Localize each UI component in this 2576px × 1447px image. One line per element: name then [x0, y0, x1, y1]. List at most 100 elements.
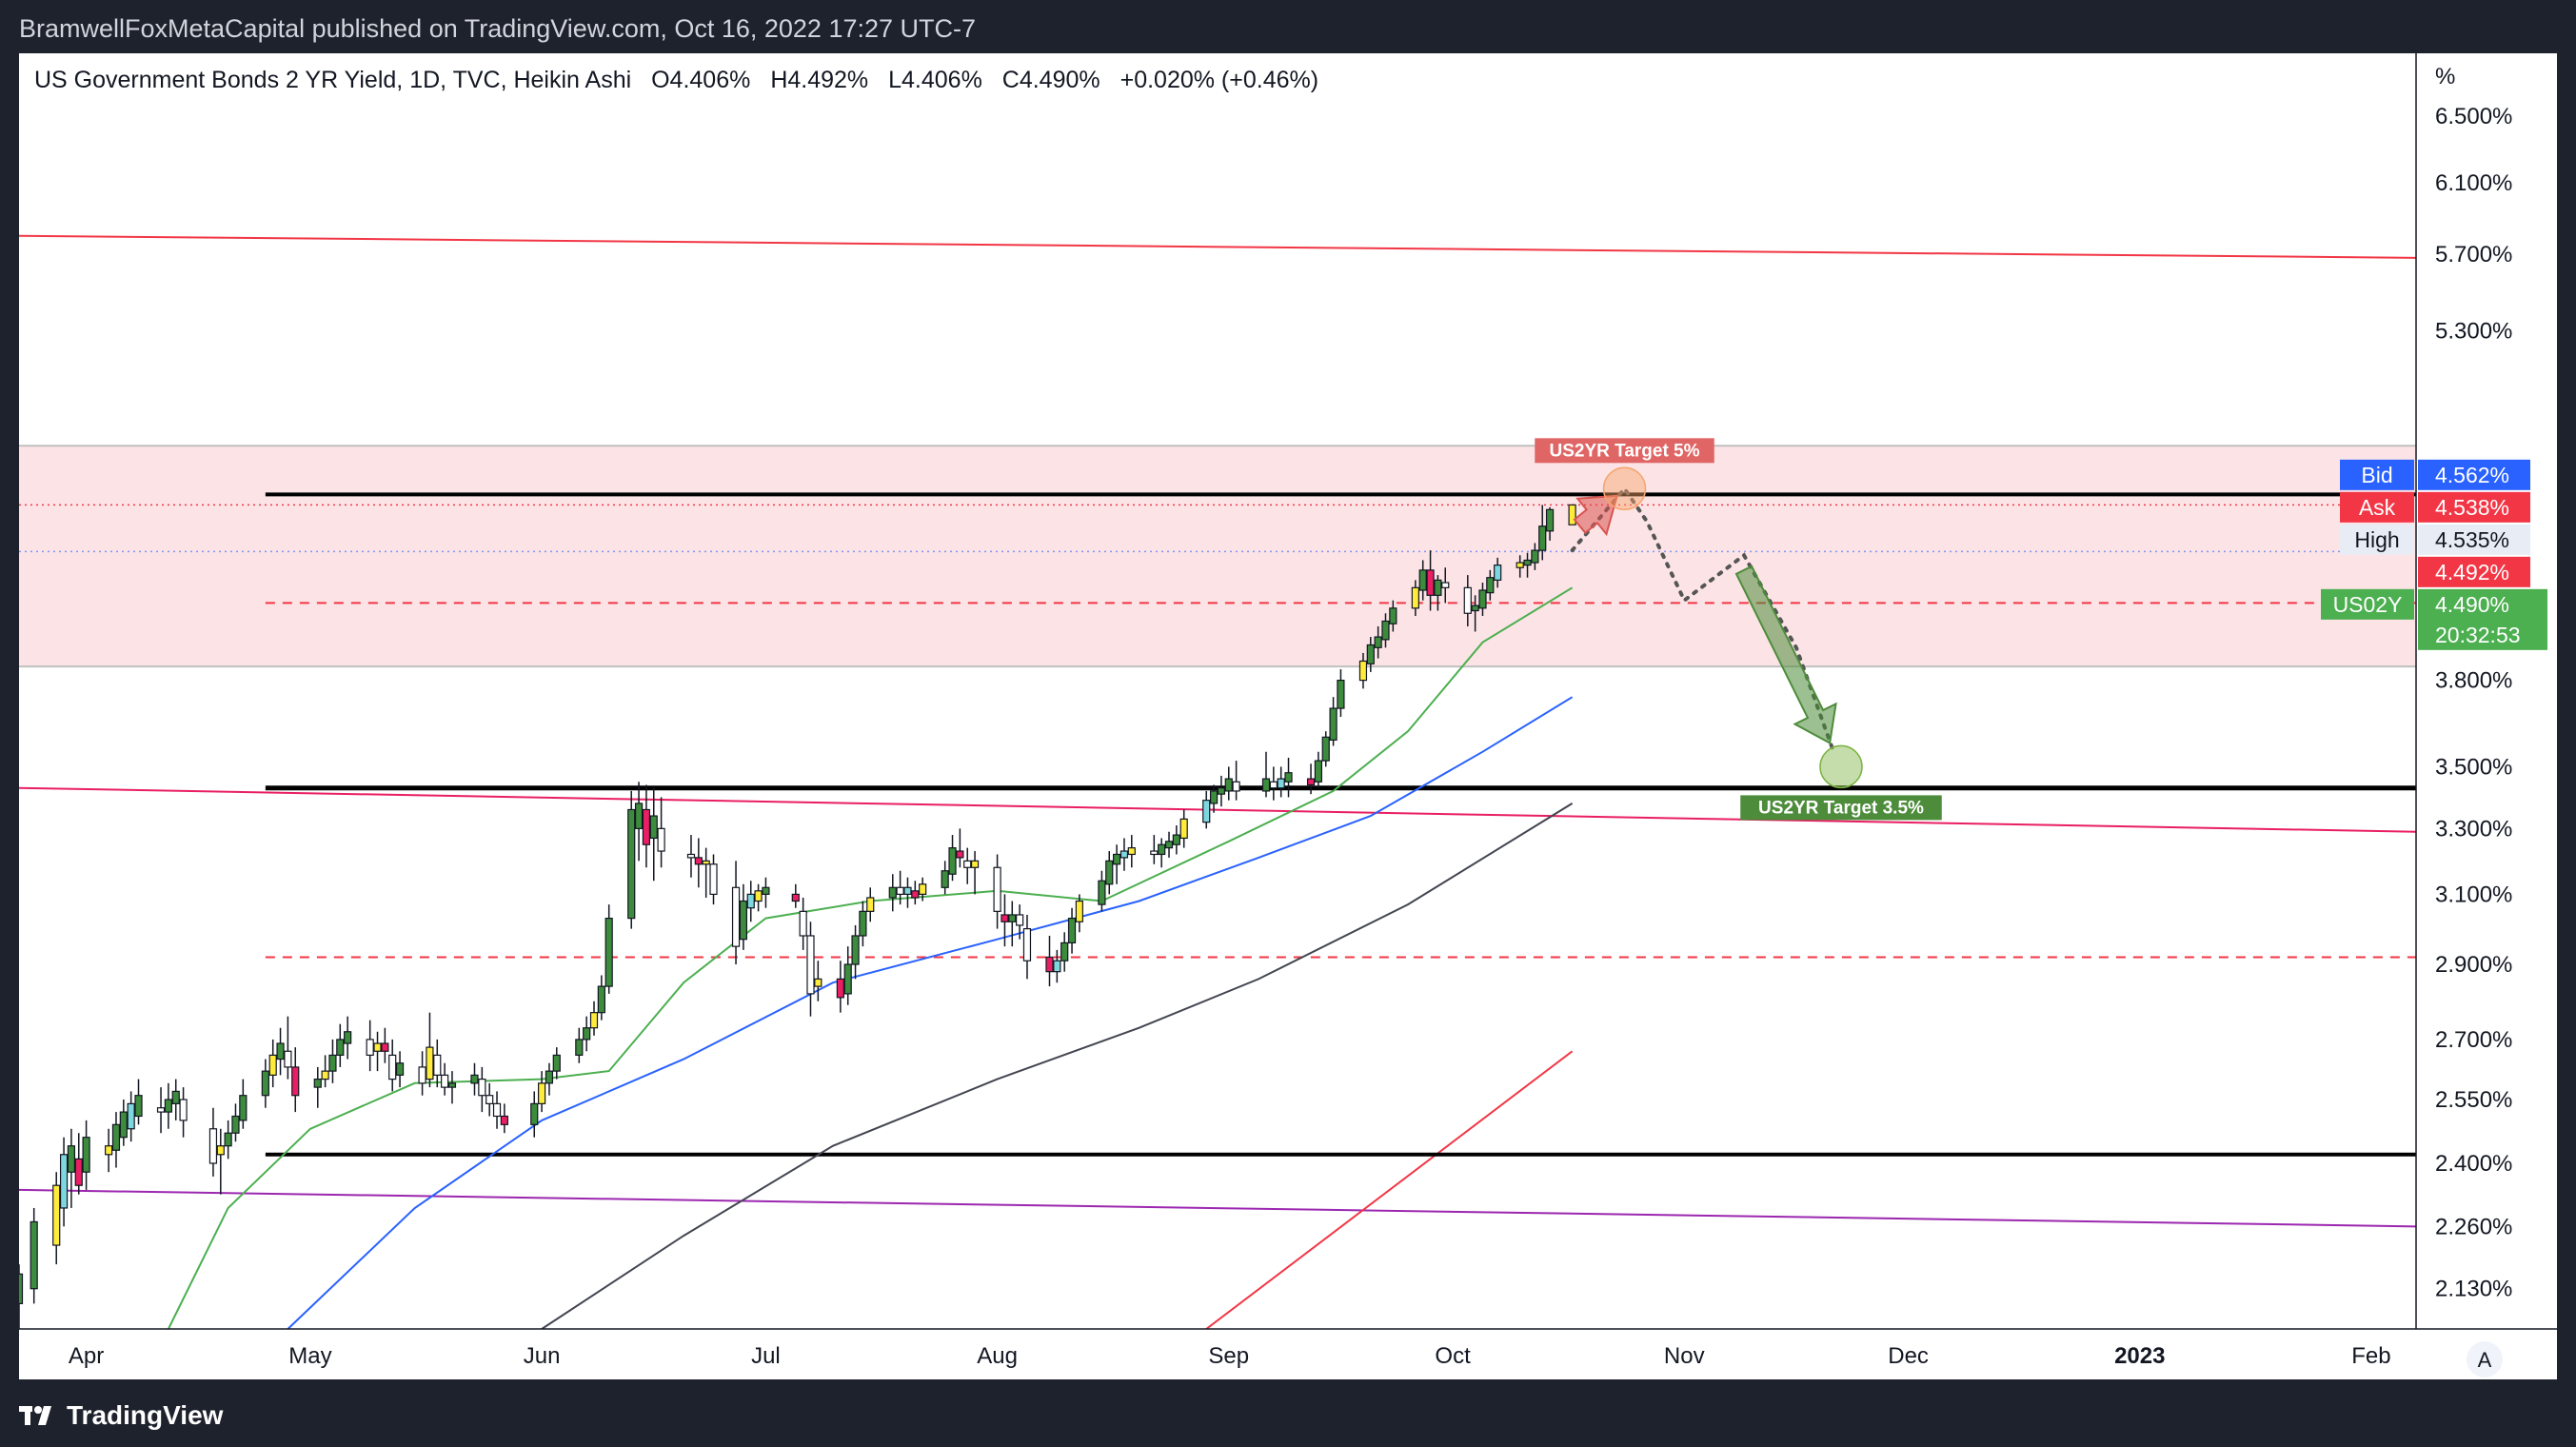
candle [447, 1071, 457, 1104]
candle-body [1113, 853, 1121, 865]
candle-body [919, 883, 927, 895]
candle [597, 975, 605, 1021]
candle-body [231, 1115, 240, 1134]
price-chart[interactable]: US2YR Target 5% US2YR Target 3.5%% 6.500% 6… [19, 53, 2557, 1379]
candle-body [941, 870, 949, 888]
candle-body [762, 886, 770, 895]
candle-body [216, 1145, 225, 1156]
publisher-bar: BramwellFoxMetaCapital published on Trad… [0, 0, 2576, 53]
candle [284, 1016, 292, 1080]
candle-body [1486, 577, 1495, 594]
candle [1329, 697, 1338, 746]
candle-body [1022, 927, 1032, 961]
bid-tag-value: 4.562% [2435, 463, 2509, 487]
candle-body [1545, 508, 1555, 532]
candle-body [1172, 834, 1180, 845]
price-tick-label: 3.500% [2435, 754, 2512, 780]
candle [1471, 595, 1479, 632]
candle-body [1217, 787, 1226, 795]
candle-body [686, 853, 696, 859]
candle-body [545, 1070, 554, 1084]
candle-body [836, 978, 844, 999]
candle-body [1261, 778, 1271, 792]
candle [134, 1079, 143, 1125]
candle [589, 1001, 599, 1036]
candle-body [963, 860, 972, 868]
candle [418, 1051, 426, 1096]
last-high-tag-value: 4.492% [2435, 560, 2509, 585]
candle-body [1494, 565, 1502, 581]
candle [956, 828, 964, 868]
candle-body [336, 1039, 345, 1057]
candle-body [1008, 914, 1017, 922]
candle-body [1418, 569, 1427, 591]
candle [1269, 766, 1278, 801]
candle-body [1358, 660, 1368, 682]
candle [388, 1039, 397, 1092]
candle [896, 870, 904, 905]
price-tick-label: 3.800% [2435, 668, 2512, 694]
candle [642, 784, 651, 868]
candle [426, 1012, 434, 1088]
candle-body [866, 897, 875, 912]
candle [19, 1264, 24, 1329]
candle-body [657, 827, 665, 852]
candle-body [261, 1070, 269, 1097]
candle [1284, 757, 1293, 798]
candle-body [1516, 562, 1524, 568]
candle [903, 877, 912, 908]
footer-bar: TradingView [0, 1379, 2576, 1447]
candle [344, 1016, 352, 1060]
candle [366, 1020, 374, 1072]
price-tick-label: 2.130% [2435, 1277, 2512, 1302]
candle [30, 1207, 38, 1304]
auto-scale-button[interactable]: A [2467, 1341, 2503, 1378]
candle-body [851, 935, 860, 965]
auto-scale-circle [2467, 1341, 2503, 1378]
tradingview-logo[interactable]: TradingView [19, 1400, 223, 1431]
time-tick-label: Apr [69, 1343, 104, 1369]
candle-body [1127, 847, 1136, 856]
candle-body [627, 808, 636, 920]
candle [694, 838, 703, 888]
candle-body [19, 1273, 24, 1304]
candle-body [1001, 914, 1009, 922]
time-tick-label: Sep [1208, 1343, 1249, 1369]
candle-body [478, 1078, 486, 1097]
candle [1016, 904, 1024, 940]
candle-body [381, 1042, 389, 1052]
candle [171, 1079, 180, 1120]
candle-body [806, 935, 815, 995]
candle [604, 904, 613, 994]
candle [1321, 731, 1330, 767]
candle-body [492, 1102, 502, 1118]
candle-body [1045, 956, 1054, 973]
candle [1381, 613, 1390, 648]
candle-body [694, 857, 703, 865]
chart-area[interactable]: US2YR Target 5% US2YR Target 3.5%% 6.500% 6… [19, 53, 2557, 1379]
candle [395, 1051, 405, 1088]
candle [657, 797, 665, 868]
candle-body [589, 1012, 599, 1029]
candle [373, 1031, 382, 1072]
candle-body [127, 1102, 135, 1130]
candle [478, 1066, 486, 1113]
candle [970, 851, 980, 895]
candle-body [1389, 607, 1397, 624]
candle-body [1284, 772, 1293, 783]
candle [1463, 575, 1472, 626]
time-tick-label: Nov [1664, 1343, 1705, 1369]
candle-body [418, 1066, 426, 1084]
candle-body [1164, 841, 1174, 849]
time-tick-label: Oct [1435, 1343, 1471, 1369]
candle [686, 835, 696, 878]
candle [545, 1062, 554, 1096]
candle-body [583, 1027, 591, 1041]
candle [1113, 844, 1121, 884]
candle [1209, 784, 1219, 813]
symbol-label: US02Y [2333, 592, 2403, 617]
candle-body [888, 886, 897, 899]
candle [866, 887, 875, 922]
target-label-box [1535, 438, 1714, 464]
candle [485, 1082, 494, 1117]
